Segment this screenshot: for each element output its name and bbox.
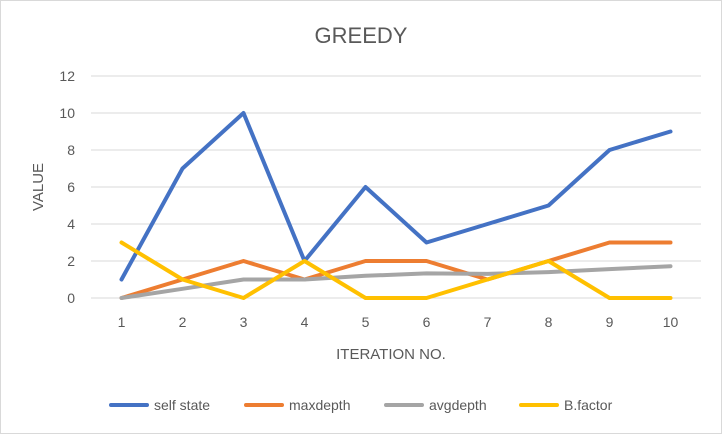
series-lines <box>119 111 673 300</box>
series-line-maxdepth <box>119 240 673 300</box>
x-tick-label: 6 <box>423 314 431 330</box>
x-tick-label: 4 <box>301 314 309 330</box>
y-tick-label: 12 <box>59 68 75 84</box>
x-axis-label: ITERATION NO. <box>336 346 446 363</box>
y-tick-label: 6 <box>67 179 75 195</box>
y-axis-label: VALUE <box>30 163 47 211</box>
x-tick-label: 8 <box>545 314 553 330</box>
legend-label-maxdepth: maxdepth <box>289 397 350 413</box>
x-tick-label: 5 <box>362 314 370 330</box>
legend-label-self-state: self state <box>154 397 210 413</box>
x-tick-label: 10 <box>663 314 679 330</box>
x-tick-label: 3 <box>240 314 248 330</box>
series-line-b-factor <box>119 240 673 300</box>
series-line-self-state <box>119 111 673 282</box>
y-tick-label: 4 <box>67 216 75 232</box>
y-axis-ticks: 0 2 4 6 8 10 12 <box>59 68 75 306</box>
x-axis-ticks: 1 2 3 4 5 6 7 8 9 10 <box>118 314 679 330</box>
y-tick-label: 0 <box>67 290 75 306</box>
x-tick-label: 7 <box>484 314 492 330</box>
y-tick-label: 8 <box>67 142 75 158</box>
legend-label-avgdepth: avgdepth <box>429 397 487 413</box>
x-tick-label: 2 <box>179 314 187 330</box>
y-tick-label: 10 <box>59 105 75 121</box>
gridlines <box>91 75 701 299</box>
legend: self state maxdepth avgdepth B.factor <box>109 397 613 413</box>
legend-label-b-factor: B.factor <box>564 397 613 413</box>
y-tick-label: 2 <box>67 253 75 269</box>
x-tick-label: 1 <box>118 314 126 330</box>
x-tick-label: 9 <box>606 314 614 330</box>
series-line-avgdepth <box>119 264 673 300</box>
chart-title: GREEDY <box>315 23 408 48</box>
